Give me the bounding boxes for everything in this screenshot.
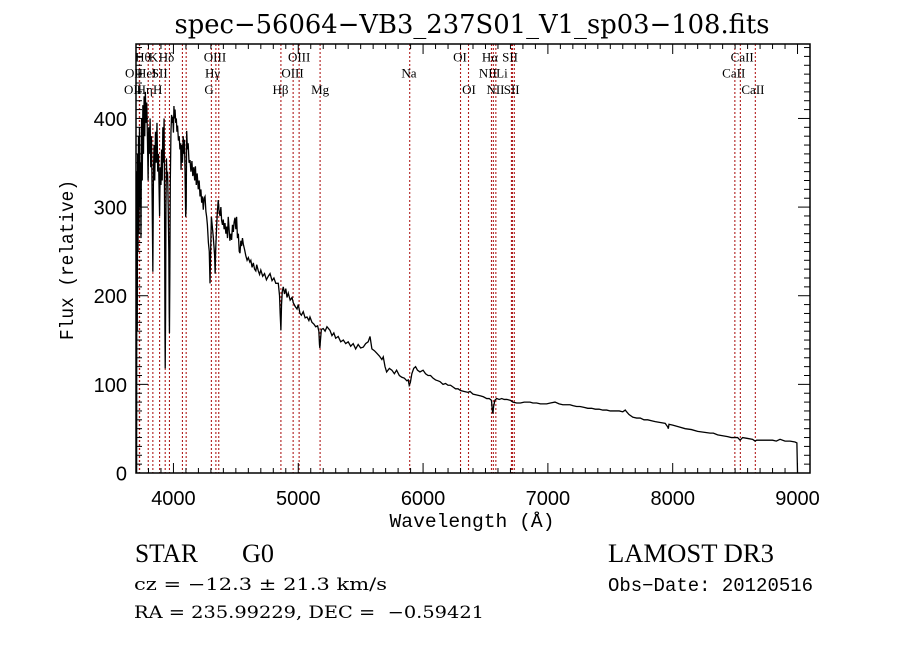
y-tick-label: 300 [94,198,127,220]
line-mark-label: Na [401,66,416,81]
radial-velocity: cz = −12.3 ± 21.3 km/s [134,575,387,595]
y-axis-label: Flux (relative) [57,180,79,340]
line-mark-label: Hα [482,50,498,65]
line-mark-label: CaII [731,50,754,65]
axes [135,43,811,474]
tick-labels: 4000 5000 6000 7000 8000 9000 0 100 200 300 400 [94,109,820,510]
survey-name: LAMOST DR3 [608,539,774,568]
line-mark-label: SII [502,50,518,65]
line-mark-label: Hδ [159,50,175,65]
line-mark-label: OIII [204,50,226,65]
line-mark-label: CaII [741,82,764,97]
observation-date: Obs−Date: 20120516 [608,575,813,597]
y-tick-label: 0 [116,464,127,486]
line-mark-label: Hθ [135,50,151,65]
line-mark-label: Hγ [205,66,220,81]
line-mark-label: K [149,50,159,65]
line-mark-label: NII [486,82,504,97]
x-tick-label: 4000 [151,488,196,510]
y-tick-label: 200 [94,286,127,308]
line-mark-label: OI [453,50,467,65]
x-tick-label: 7000 [526,488,571,510]
line-mark-label: G [204,82,213,97]
x-tick-label: 6000 [401,488,446,510]
x-tick-label: 8000 [650,488,695,510]
x-tick-label: 5000 [276,488,321,510]
coordinates: RA = 235.99229, DEC = −0.59421 [134,603,484,623]
line-mark-label: OII [124,82,142,97]
y-tick-label: 400 [94,109,127,131]
spectrum-series [135,91,799,474]
line-mark-label: Hβ [273,82,289,97]
line-mark-label: OIII [288,50,310,65]
line-mark-label: SII [504,82,520,97]
line-mark-label: SII [152,66,168,81]
line-mark-label: CaII [722,66,745,81]
x-axis-label: Wavelength (Å) [390,511,555,533]
line-mark-label: Hη [137,82,153,97]
line-mark-label: OI [462,82,476,97]
line-mark-label: Mg [311,82,330,97]
y-tick-label: 100 [94,375,127,397]
line-mark-label: OII [125,66,143,81]
chart-title: spec−56064−VB3_237S01_V1_sp03−108.fits [175,10,770,40]
spectrum-line [135,91,799,474]
line-mark-label: OIII [281,66,303,81]
line-mark-label: HeI [137,66,157,81]
line-mark-label: H [153,82,162,97]
line-mark-label: Li [496,66,508,81]
line-mark-label: NII [479,66,497,81]
object-class: STAR [135,539,199,568]
x-tick-label: 9000 [775,488,820,510]
spectral-subclass: G0 [242,539,274,568]
